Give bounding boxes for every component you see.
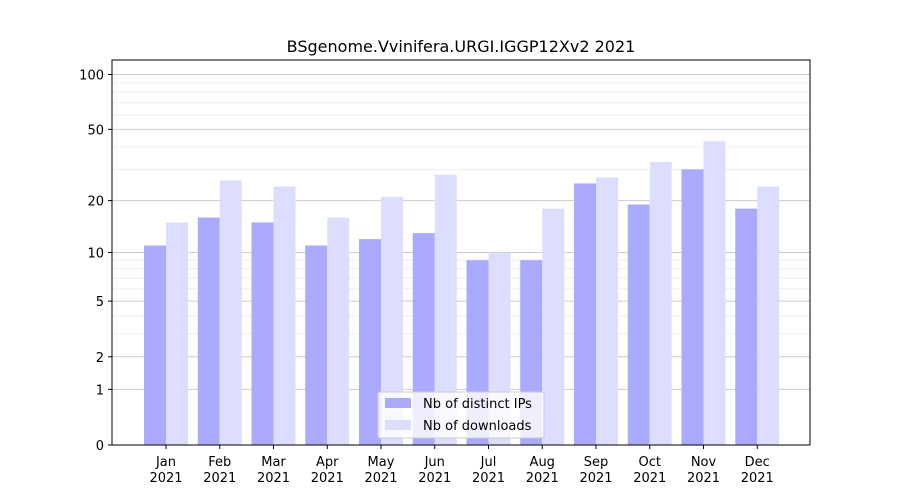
bar-downloads bbox=[219, 180, 242, 446]
x-tick-label: Feb 2021 bbox=[203, 455, 236, 486]
y-tick-label: 0 bbox=[96, 439, 104, 454]
y-tick-label: 5 bbox=[96, 295, 104, 310]
bar-distinct-ips bbox=[197, 217, 220, 445]
bar-distinct-ips bbox=[681, 169, 704, 445]
legend-frame bbox=[377, 391, 545, 439]
x-tick-label: Nov 2021 bbox=[687, 455, 720, 486]
bar-downloads bbox=[649, 161, 672, 445]
y-tick-label: 2 bbox=[96, 351, 104, 366]
chart-title: BSgenome.Vvinifera.URGI.IGGP12Xv2 2021 bbox=[287, 37, 636, 56]
bar-downloads bbox=[596, 177, 618, 445]
bar-downloads bbox=[703, 141, 726, 446]
y-tick-label: 50 bbox=[87, 123, 104, 138]
legend-swatch-downloads bbox=[385, 420, 411, 430]
bar-downloads bbox=[166, 222, 188, 445]
bar-downloads bbox=[757, 186, 780, 445]
legend-swatch-ips bbox=[385, 398, 411, 408]
legend-label-ips: Nb of distinct IPs bbox=[423, 397, 532, 412]
bar-downloads bbox=[327, 217, 350, 445]
bar-distinct-ips bbox=[305, 245, 328, 445]
bar-distinct-ips bbox=[251, 222, 274, 445]
x-tick-label: Mar 2021 bbox=[257, 455, 290, 486]
bar-distinct-ips bbox=[359, 239, 381, 445]
y-tick-label: 1 bbox=[96, 383, 104, 398]
x-tick-label: Jul 2021 bbox=[472, 455, 505, 486]
bar-downloads bbox=[273, 186, 296, 445]
bar-distinct-ips bbox=[735, 208, 758, 445]
bar-downloads bbox=[381, 196, 403, 445]
x-tick-label: Jan 2021 bbox=[149, 455, 182, 486]
x-tick-label: Aug 2021 bbox=[526, 455, 559, 486]
y-tick-label: 10 bbox=[87, 247, 104, 262]
x-tick-label: Sep 2021 bbox=[579, 455, 612, 486]
legend-label-downloads: Nb of downloads bbox=[423, 419, 532, 434]
legend: Nb of distinct IPs Nb of downloads bbox=[377, 391, 545, 439]
x-tick-label: Dec 2021 bbox=[741, 455, 774, 486]
x-tick-label: Jun 2021 bbox=[418, 455, 451, 486]
x-tick-label: May 2021 bbox=[364, 455, 397, 486]
bar-layer bbox=[144, 141, 780, 446]
x-tick-label: Apr 2021 bbox=[311, 455, 344, 486]
bar-distinct-ips bbox=[574, 183, 596, 445]
y-tick-label: 100 bbox=[79, 69, 104, 84]
bar-downloads bbox=[542, 208, 565, 445]
axis-layer: 0 1 2 5 10 20 50 100 Jan 2021 Feb 2021 Mar 2021 Apr 202… bbox=[79, 69, 774, 486]
bar-distinct-ips bbox=[144, 245, 166, 445]
bar-distinct-ips bbox=[627, 204, 650, 445]
x-tick-label: Oct 2021 bbox=[633, 455, 666, 486]
bar-downloads bbox=[434, 174, 457, 446]
y-tick-label: 20 bbox=[87, 195, 104, 210]
